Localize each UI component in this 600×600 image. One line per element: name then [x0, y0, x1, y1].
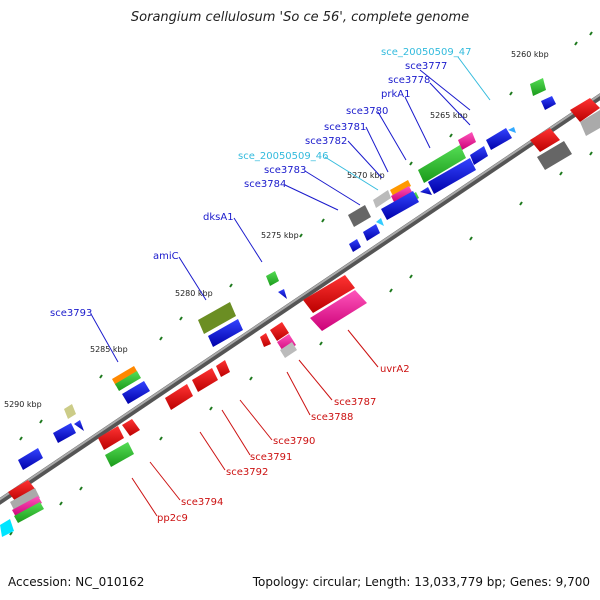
- gene-arrow: [266, 271, 279, 286]
- gene-arrow: [349, 239, 361, 252]
- gene-label: sce_20050509_46: [238, 151, 328, 162]
- gene-label: sce3794: [181, 497, 223, 508]
- kbp-scale: 5260 kbp 5265 kbp 5270 kbp 5275 kbp 5280…: [4, 50, 549, 409]
- gene-arrow: [0, 519, 14, 537]
- kbp-label: 5270 kbp: [347, 171, 385, 180]
- gene-arrow: [105, 442, 134, 467]
- gene-arrow: [428, 158, 476, 194]
- gene-arrow: [8, 480, 36, 502]
- gene-arrow: [418, 145, 466, 183]
- gene-label: sce3788: [311, 412, 353, 423]
- gene-arrow: [363, 224, 380, 241]
- gene-arrow: [381, 191, 419, 220]
- gene-arrow: [98, 426, 124, 450]
- genome-info-text: Topology: circular; Length: 13,033,779 b…: [252, 575, 590, 589]
- kbp-label: 5260 kbp: [511, 50, 549, 59]
- gene-arrow: [391, 186, 412, 202]
- gene-arrow: [348, 205, 371, 227]
- gene-label: sce3780: [346, 106, 388, 117]
- gene-arrow: [122, 381, 150, 404]
- gene-arrow: [537, 141, 572, 170]
- gene-arrow: [277, 334, 296, 353]
- gene-arrow: [115, 371, 141, 391]
- kbp-label: 5280 kbp: [175, 289, 213, 298]
- tick-marks: [9, 31, 593, 536]
- gene-arrow: [373, 190, 391, 208]
- gene-label: sce3778: [388, 75, 430, 86]
- gene-label: dksA1: [203, 212, 234, 223]
- gene-label: sce3790: [273, 436, 315, 447]
- gene-arrow: [260, 333, 271, 347]
- gene-arrow: [530, 128, 560, 152]
- gene-arrow: [198, 302, 236, 334]
- gene-label: amiC: [153, 251, 179, 262]
- gene-label: sce3777: [405, 61, 447, 72]
- gene-arrow: [458, 132, 476, 150]
- accession-text: Accession: NC_010162: [8, 575, 145, 589]
- gene-arrow: [112, 366, 138, 386]
- reverse-labels: uvrA2 sce3787 sce3788 sce3790 sce3791 sc…: [157, 364, 410, 524]
- gene-arrow: [580, 110, 600, 136]
- gene-arrow: [508, 127, 516, 133]
- gene-arrow: [208, 319, 243, 347]
- gene-label: uvrA2: [380, 364, 410, 375]
- gene-arrow: [470, 146, 488, 165]
- kbp-label: 5285 kbp: [90, 345, 128, 354]
- gene-arrow: [216, 360, 230, 377]
- gene-arrow: [303, 275, 355, 313]
- gene-label: sce3791: [250, 452, 292, 463]
- genome-map[interactable]: 5260 kbp 5265 kbp 5270 kbp 5275 kbp 5280…: [0, 0, 600, 560]
- kbp-label: 5290 kbp: [4, 400, 42, 409]
- gene-arrow: [530, 78, 546, 96]
- gene-arrow: [165, 384, 193, 410]
- gene-label: sce3781: [324, 122, 366, 133]
- genome-backbone: [0, 93, 600, 505]
- gene-arrow: [10, 488, 40, 512]
- gene-label: sce3783: [264, 165, 306, 176]
- gene-arrow: [122, 419, 140, 436]
- map-title: Sorangium cellulosum 'So ce 56', complet…: [130, 10, 470, 25]
- gene-label: pp2c9: [157, 513, 188, 524]
- gene-arrow: [14, 502, 44, 523]
- gene-label: sce3792: [226, 467, 268, 478]
- kbp-label: 5275 kbp: [261, 231, 299, 240]
- kbp-label: 5265 kbp: [430, 111, 468, 120]
- gene-arrow: [64, 404, 76, 419]
- gene-arrow: [18, 448, 43, 470]
- gene-arrow: [420, 187, 432, 195]
- reverse-leaders: [131, 329, 379, 517]
- forward-genes[interactable]: [0, 78, 556, 537]
- gene-arrow: [12, 496, 42, 517]
- gene-arrow: [74, 420, 84, 431]
- gene-arrow: [541, 96, 556, 110]
- gene-label: prkA1: [381, 89, 410, 100]
- gene-arrow: [270, 322, 289, 341]
- gene-arrow: [376, 218, 384, 226]
- forward-labels: sce_20050509_47 sce3777 sce3778 prkA1 sc…: [50, 47, 471, 319]
- gene-arrow: [570, 98, 600, 122]
- gene-arrow: [390, 180, 411, 196]
- gene-arrow: [280, 342, 297, 358]
- reverse-genes[interactable]: [8, 98, 600, 523]
- gene-label: sce3782: [305, 136, 347, 147]
- gene-label: sce3787: [334, 397, 376, 408]
- forward-leaders: [90, 56, 491, 363]
- gene-arrow: [53, 423, 76, 443]
- gene-arrow: [192, 368, 218, 392]
- gene-arrow: [278, 289, 287, 299]
- gene-label: sce_20050509_47: [381, 47, 471, 58]
- gene-arrow: [486, 128, 512, 150]
- gene-arrow: [310, 290, 367, 331]
- gene-label: sce3793: [50, 308, 92, 319]
- gene-label: sce3784: [244, 179, 286, 190]
